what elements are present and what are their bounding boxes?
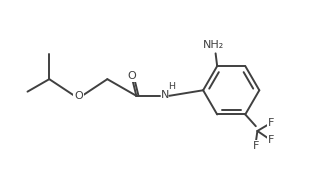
Text: H: H	[168, 82, 175, 91]
Text: F: F	[253, 141, 259, 151]
Text: NH₂: NH₂	[204, 40, 225, 50]
Text: F: F	[268, 118, 274, 128]
Text: F: F	[268, 135, 274, 145]
Text: O: O	[74, 91, 83, 101]
Text: N: N	[161, 90, 169, 100]
Text: O: O	[128, 71, 137, 81]
